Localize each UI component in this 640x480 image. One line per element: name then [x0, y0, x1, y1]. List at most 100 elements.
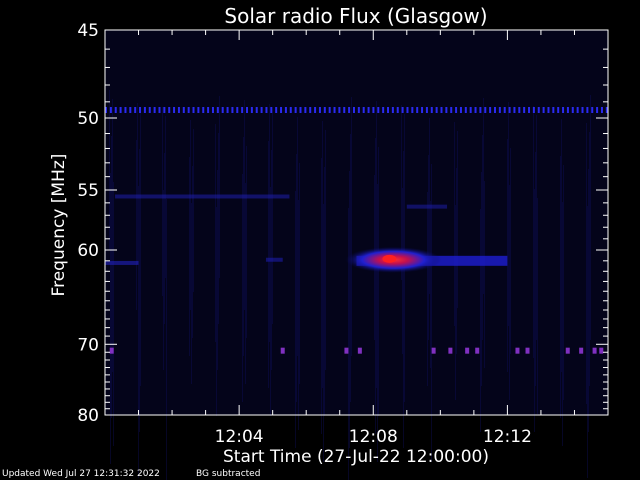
noise-streak — [242, 174, 243, 402]
band-segment — [207, 107, 210, 113]
plot-frame — [104, 29, 609, 416]
noise-streak — [590, 95, 591, 340]
band-segment — [562, 107, 565, 113]
band-segment — [591, 107, 594, 113]
noise-streak — [139, 149, 140, 432]
noise-streak — [324, 167, 325, 416]
noise-streak — [164, 153, 165, 324]
noise-streak — [455, 205, 456, 400]
noise-streak — [219, 96, 220, 278]
noise-streak — [563, 165, 564, 400]
band-segment — [192, 107, 195, 113]
band-segment — [377, 107, 380, 113]
band-segment — [148, 107, 151, 113]
noise-streak — [483, 98, 484, 294]
band-segment — [216, 107, 219, 113]
band-segment — [231, 107, 234, 113]
noise-streak — [482, 135, 483, 340]
noise-streak — [481, 172, 482, 386]
band-segment — [139, 107, 142, 113]
band-segment — [236, 107, 239, 113]
band-segment — [314, 107, 317, 113]
plot-background — [105, 30, 608, 415]
noise-streak — [454, 122, 455, 326]
noise-streak — [375, 138, 376, 434]
emission-spot — [344, 347, 349, 354]
band-segment — [119, 107, 122, 113]
noise-streak — [510, 148, 511, 354]
noise-streak — [109, 90, 110, 250]
band-segment — [182, 107, 185, 113]
noise-streak — [587, 206, 588, 478]
y-tick-label: 55 — [77, 181, 99, 201]
band-segment — [343, 107, 346, 113]
noise-streak — [112, 99, 113, 372]
band-segment — [163, 107, 166, 113]
band-segment — [523, 107, 526, 113]
noise-streak — [537, 198, 538, 414]
noise-streak — [378, 147, 379, 416]
emission-spot — [565, 347, 570, 354]
noise-streak — [111, 136, 112, 418]
band-segment — [124, 107, 127, 113]
emission-spot — [280, 347, 285, 354]
noise-streak — [509, 185, 510, 400]
updated-timestamp: Updated Wed Jul 27 12:31:32 2022 — [2, 469, 160, 479]
background-subtracted-note: BG subtracted — [196, 469, 261, 479]
band-segment — [489, 107, 492, 113]
band-segment — [372, 107, 375, 113]
band-segment — [197, 107, 200, 113]
noise-streak — [480, 209, 481, 432]
band-segment — [289, 107, 292, 113]
noise-streak — [138, 186, 139, 478]
noise-streak — [536, 115, 537, 340]
band-segment — [455, 107, 458, 113]
band-segment — [250, 107, 253, 113]
emission-band — [265, 257, 283, 262]
y-tick-label: 60 — [77, 241, 99, 261]
band-segment — [421, 107, 424, 113]
band-segment — [605, 107, 608, 113]
emission-spot — [515, 347, 520, 354]
noise-streak — [534, 189, 535, 432]
noise-streak — [272, 113, 273, 324]
band-segment — [328, 107, 331, 113]
band-segment — [387, 107, 390, 113]
noise-streak — [322, 121, 323, 388]
band-segment — [202, 107, 205, 113]
emission-spot — [592, 347, 597, 354]
band-segment — [411, 107, 414, 113]
axis-ticks: 45 50 55 60 70 80 12:04 12:08 12:12 — [77, 21, 608, 447]
noise-streak — [428, 155, 429, 340]
band-segment — [294, 107, 297, 113]
noise-streak — [216, 207, 217, 416]
noise-streak — [401, 105, 402, 280]
noise-streak — [244, 100, 245, 310]
band-segment — [143, 107, 146, 113]
noise-streak — [298, 200, 299, 430]
noise-streak — [350, 134, 351, 402]
band-segment — [557, 107, 560, 113]
band-segment — [391, 107, 394, 113]
band-segment — [416, 107, 419, 113]
noise-streak — [110, 173, 111, 464]
noise-streak — [215, 124, 216, 342]
band-segment — [566, 107, 569, 113]
noise-streak — [270, 187, 271, 416]
noise-streak — [136, 140, 137, 310]
band-segment — [503, 107, 506, 113]
y-axis-label: Frequency [MHz] — [49, 154, 69, 297]
band-segment — [469, 107, 472, 113]
band-segment — [348, 107, 351, 113]
band-segment — [581, 107, 584, 113]
band-segment — [445, 107, 448, 113]
noise-streak — [431, 164, 432, 462]
band-segment — [479, 107, 482, 113]
noise-streak — [484, 181, 485, 368]
noise-streak — [296, 154, 297, 402]
band-segment — [532, 107, 535, 113]
band-segment — [401, 107, 404, 113]
band-segment — [275, 107, 278, 113]
noise-streak — [295, 191, 296, 448]
